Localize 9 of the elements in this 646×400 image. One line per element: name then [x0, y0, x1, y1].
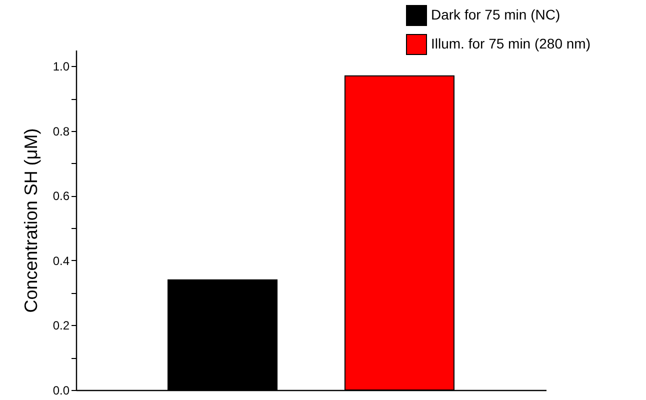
- y-tick-label: 1.0: [52, 60, 70, 74]
- y-axis-title: Concentration SH (μM): [20, 128, 41, 313]
- y-tick-label: 0.2: [52, 318, 70, 333]
- legend-label: Dark for 75 min (NC): [431, 6, 560, 22]
- y-tick-label: 0.4: [52, 254, 70, 268]
- y-tick-label: 0.8: [52, 124, 70, 138]
- legend-label: Illum. for 75 min (280 nm): [431, 36, 590, 52]
- y-tick-label: 0.6: [52, 189, 70, 204]
- y-tick-label: 0.0: [52, 384, 70, 398]
